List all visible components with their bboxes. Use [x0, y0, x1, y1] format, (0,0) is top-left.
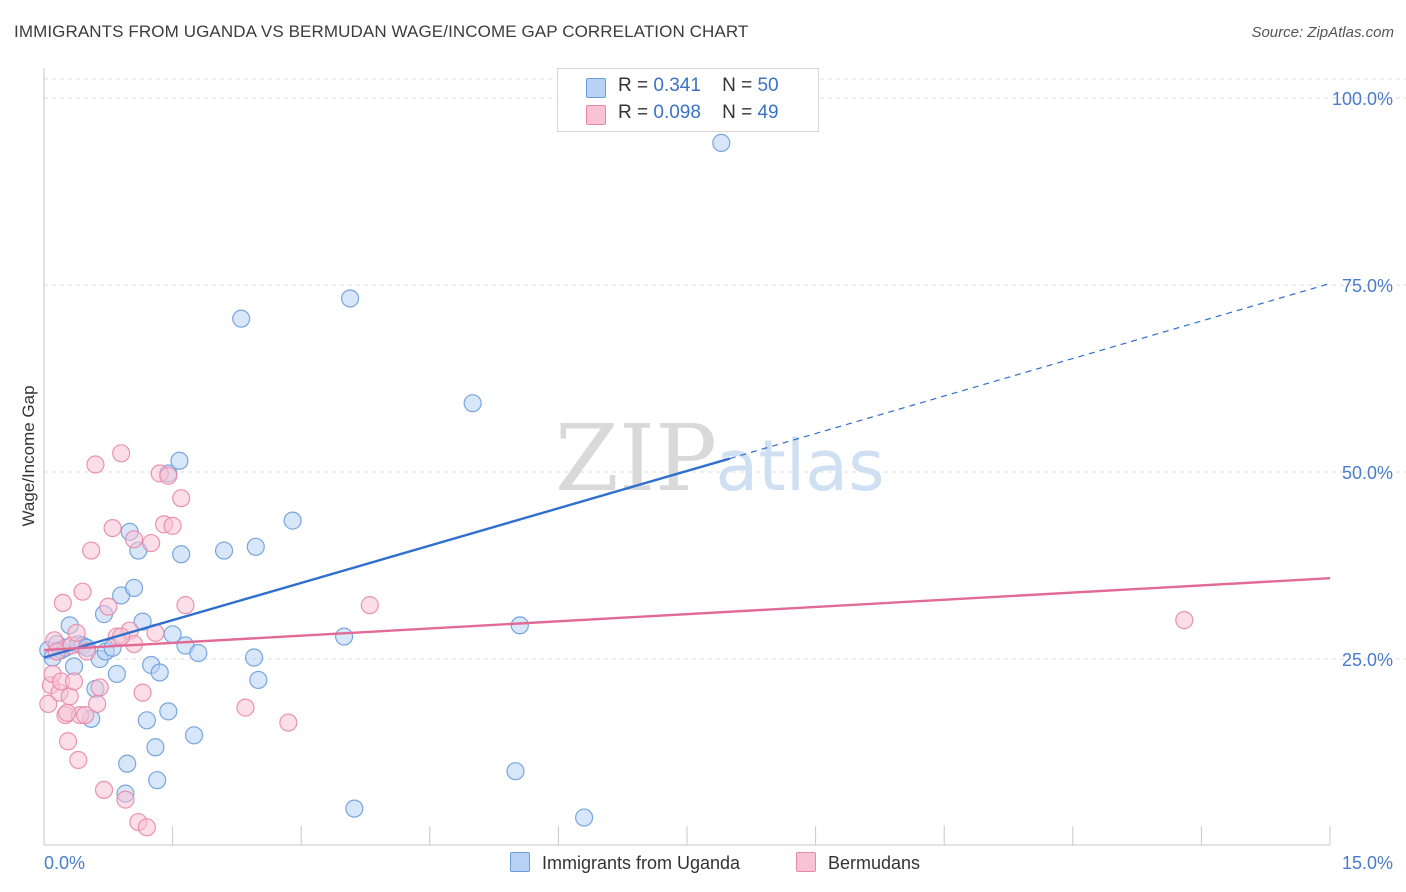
point-bermudans — [133, 683, 152, 702]
bottom-legend-bermudans: Bermudans — [796, 852, 920, 874]
legend-n-value: 49 — [757, 102, 779, 123]
correlation-legend: R = 0.341 N = 50 R = 0.098 N = 49 — [557, 68, 819, 132]
point-uganda — [712, 133, 731, 152]
point-bermudans — [163, 516, 182, 535]
point-uganda — [118, 754, 137, 773]
watermark: ZIP atlas — [555, 405, 885, 512]
point-uganda — [249, 670, 268, 690]
point-bermudans — [82, 541, 101, 560]
point-uganda — [150, 663, 169, 682]
point-uganda — [148, 771, 167, 790]
legend-n-label: N = — [722, 102, 753, 123]
label-layer: 25.0% 50.0% 75.0% 100.0% 0.0% 15.0% Wage/Incom… — [19, 89, 1393, 873]
x-tick-label: 15.0% — [1342, 853, 1393, 873]
point-bermudans — [99, 597, 118, 616]
legend-r-value: 0.098 — [653, 102, 701, 123]
grid-layer — [44, 78, 1406, 660]
point-uganda — [463, 394, 482, 413]
point-bermudans — [58, 703, 77, 722]
source-label: Source: ZipAtlas.com — [1251, 24, 1394, 41]
point-uganda — [232, 309, 251, 328]
point-bermudans — [67, 623, 86, 642]
y-tick-label: 50.0% — [1342, 463, 1393, 483]
point-uganda — [575, 808, 594, 827]
point-bermudans — [69, 750, 88, 770]
point-bermudans — [172, 489, 191, 508]
point-uganda — [172, 545, 191, 564]
point-uganda — [184, 726, 204, 745]
bottom-legend-uganda: Immigrants from Uganda — [510, 852, 740, 874]
x-tick-label: 0.0% — [44, 853, 85, 873]
legend-swatch-bermudans — [586, 105, 606, 125]
point-bermudans — [86, 455, 105, 474]
legend-n-label: N = — [722, 75, 753, 96]
point-uganda — [189, 643, 208, 663]
trendline-uganda-extension — [729, 282, 1331, 460]
point-bermudans — [236, 698, 255, 717]
chart-title: IMMIGRANTS FROM UGANDA VS BERMUDAN WAGE/… — [14, 22, 749, 41]
point-uganda — [510, 616, 529, 635]
legend-n-value: 50 — [757, 75, 779, 96]
point-bermudans — [39, 694, 58, 713]
point-bermudans — [142, 533, 161, 553]
point-uganda — [124, 578, 144, 598]
point-bermudans — [58, 732, 78, 751]
bottom-legend-label-bermudans: Bermudans — [828, 853, 921, 873]
watermark-zip: ZIP — [555, 405, 717, 512]
point-bermudans — [124, 530, 144, 549]
point-uganda — [137, 711, 156, 730]
legend-r-label: R = — [618, 75, 649, 96]
bottom-legend-label-uganda: Immigrants from Uganda — [542, 853, 741, 873]
point-uganda — [334, 627, 354, 646]
point-bermudans — [1175, 611, 1194, 630]
point-bermudans — [360, 596, 379, 615]
point-bermudans — [279, 713, 298, 732]
point-bermudans — [176, 596, 195, 615]
trendline-uganda — [43, 457, 731, 659]
point-uganda — [340, 289, 360, 308]
point-bermudans — [137, 818, 156, 837]
y-axis-label: Wage/Income Gap — [19, 385, 38, 526]
legend-r-label: R = — [618, 102, 649, 123]
point-bermudans — [60, 687, 79, 706]
point-bermudans — [76, 705, 95, 725]
point-uganda — [506, 762, 525, 781]
point-bermudans — [90, 678, 109, 697]
y-tick-label: 25.0% — [1342, 650, 1393, 670]
point-uganda — [107, 664, 126, 684]
point-uganda — [159, 702, 178, 721]
legend-swatch-uganda — [586, 78, 606, 98]
point-bermudans — [64, 672, 84, 691]
points-layer — [39, 133, 1194, 837]
legend-r-value: 0.341 — [653, 75, 701, 96]
point-uganda — [246, 537, 265, 556]
point-bermudans — [94, 780, 114, 800]
bottom-legend-swatch-uganda — [510, 852, 530, 872]
point-uganda — [244, 648, 264, 667]
point-bermudans — [116, 790, 135, 809]
point-bermudans — [53, 593, 72, 613]
trendline-bermudans — [43, 577, 1331, 652]
trend-layer — [43, 282, 1331, 659]
point-uganda — [345, 799, 364, 818]
y-tick-label: 75.0% — [1342, 276, 1393, 296]
point-uganda — [146, 738, 165, 757]
point-bermudans — [159, 466, 178, 485]
point-bermudans — [73, 582, 92, 601]
watermark-atlas: atlas — [715, 425, 884, 507]
point-bermudans — [112, 444, 131, 463]
point-uganda — [283, 511, 302, 530]
point-bermudans — [103, 518, 122, 538]
y-tick-label: 100.0% — [1332, 89, 1393, 109]
bottom-legend-swatch-bermudans — [796, 852, 816, 872]
point-uganda — [170, 451, 189, 470]
axis-layer — [43, 68, 1331, 846]
point-uganda — [214, 541, 234, 560]
